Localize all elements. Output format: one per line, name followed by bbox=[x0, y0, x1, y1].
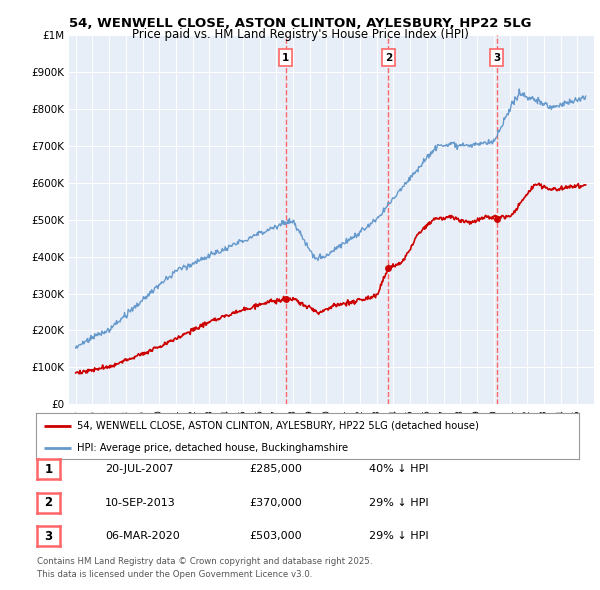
Text: 3: 3 bbox=[493, 53, 500, 63]
Text: Contains HM Land Registry data © Crown copyright and database right 2025.: Contains HM Land Registry data © Crown c… bbox=[37, 558, 373, 566]
Text: 29% ↓ HPI: 29% ↓ HPI bbox=[369, 532, 428, 541]
Text: This data is licensed under the Open Government Licence v3.0.: This data is licensed under the Open Gov… bbox=[37, 571, 313, 579]
Text: 20-JUL-2007: 20-JUL-2007 bbox=[105, 464, 173, 474]
Text: £285,000: £285,000 bbox=[249, 464, 302, 474]
Text: 2: 2 bbox=[385, 53, 392, 63]
Text: Price paid vs. HM Land Registry's House Price Index (HPI): Price paid vs. HM Land Registry's House … bbox=[131, 28, 469, 41]
Text: 29% ↓ HPI: 29% ↓ HPI bbox=[369, 498, 428, 507]
Text: 40% ↓ HPI: 40% ↓ HPI bbox=[369, 464, 428, 474]
Text: 2: 2 bbox=[44, 496, 53, 509]
Text: 06-MAR-2020: 06-MAR-2020 bbox=[105, 532, 180, 541]
Text: 10-SEP-2013: 10-SEP-2013 bbox=[105, 498, 176, 507]
Text: 54, WENWELL CLOSE, ASTON CLINTON, AYLESBURY, HP22 5LG (detached house): 54, WENWELL CLOSE, ASTON CLINTON, AYLESB… bbox=[77, 421, 479, 431]
Text: 54, WENWELL CLOSE, ASTON CLINTON, AYLESBURY, HP22 5LG: 54, WENWELL CLOSE, ASTON CLINTON, AYLESB… bbox=[69, 17, 531, 30]
Text: £370,000: £370,000 bbox=[249, 498, 302, 507]
Text: £503,000: £503,000 bbox=[249, 532, 302, 541]
Text: 1: 1 bbox=[44, 463, 53, 476]
Text: 1: 1 bbox=[282, 53, 289, 63]
Text: HPI: Average price, detached house, Buckinghamshire: HPI: Average price, detached house, Buck… bbox=[77, 442, 348, 453]
Text: 3: 3 bbox=[44, 530, 53, 543]
